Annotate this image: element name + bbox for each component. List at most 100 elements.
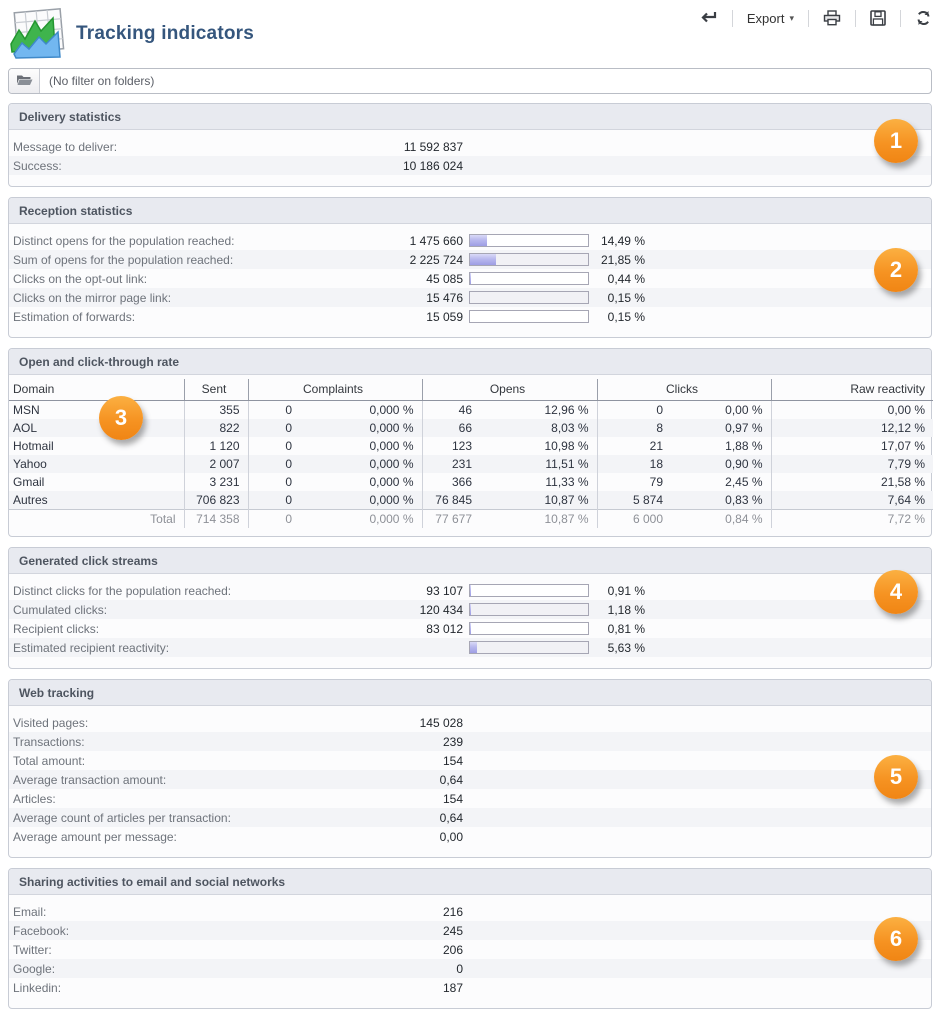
- progress-bar-fill: [470, 642, 477, 653]
- step-badge-6: 6: [874, 917, 918, 961]
- stat-row: Clicks on the opt-out link: 45 085 0,44 …: [9, 269, 931, 288]
- stat-label: Recipient clicks:: [13, 621, 100, 636]
- stat-row: Average count of articles per transactio…: [9, 808, 931, 827]
- section-title: Web tracking: [9, 680, 931, 706]
- toolbar-divider: [731, 9, 733, 27]
- cell-raw: 7,79 %: [770, 455, 934, 473]
- stat-value: 10 186 024: [402, 158, 463, 173]
- cell-opens-pct: 8,03 %: [551, 421, 589, 435]
- stat-percent: 0,15 %: [607, 309, 645, 324]
- table-row: AOL 822 0 0,000 % 66 8,03 % 8 0,97 % 12,…: [9, 419, 934, 437]
- export-button[interactable]: Export ▾: [743, 9, 798, 28]
- cell-clicks: 21: [596, 437, 672, 455]
- stat-value: 45 085: [426, 271, 463, 286]
- masthead: Tracking indicators: [8, 6, 932, 68]
- progress-bar: [469, 234, 589, 247]
- col-opens: Opens: [421, 379, 598, 401]
- stat-value: 239: [442, 734, 463, 749]
- progress-bar-fill: [470, 235, 488, 246]
- cell-raw: 0,00 %: [770, 400, 934, 419]
- stat-value: 2 225 724: [409, 252, 463, 267]
- folder-button[interactable]: [9, 69, 40, 93]
- cell-opens: 77 677: [421, 509, 480, 528]
- cell-sent: 706 823: [183, 491, 248, 510]
- printer-icon: [823, 10, 841, 26]
- print-button[interactable]: [819, 8, 845, 28]
- stat-label: Facebook:: [13, 923, 70, 938]
- cell-sent: 3 231: [183, 473, 248, 491]
- progress-bar: [469, 253, 589, 266]
- col-sent: Sent: [183, 379, 248, 401]
- col-domain: Domain: [9, 379, 184, 401]
- cell-complaints-pct: 0,000 %: [369, 457, 414, 471]
- stat-percent: 0,15 %: [607, 290, 645, 305]
- web-tracking-rows: Visited pages: 145 028 Transactions: 239…: [9, 706, 931, 857]
- folder-filter-bar[interactable]: (No filter on folders): [8, 68, 932, 94]
- cell-opens: 231: [421, 455, 480, 473]
- stat-value: 0: [456, 961, 463, 976]
- cell-sent: 714 358: [183, 509, 248, 528]
- stat-row: Recipient clicks: 83 012 0,81 %: [9, 619, 931, 638]
- cell-opens-pct: 12,96 %: [544, 403, 589, 417]
- cell-opens-pct: 11,51 %: [545, 457, 589, 471]
- stat-row: Distinct opens for the population reache…: [9, 231, 931, 250]
- section-title: Delivery statistics: [9, 104, 931, 130]
- save-button[interactable]: [866, 8, 890, 28]
- stat-label: Clicks on the mirror page link:: [13, 290, 172, 305]
- cell-clicks: 79: [596, 473, 672, 491]
- section-title: Sharing activities to email and social n…: [9, 869, 931, 895]
- cell-complaints: 0: [247, 509, 300, 528]
- cell-complaints: 0: [247, 419, 300, 437]
- stat-percent: 1,18 %: [607, 602, 645, 617]
- progress-bar: [469, 641, 589, 654]
- cell-raw: 7,64 %: [770, 491, 934, 510]
- cell-complaints: 0: [247, 437, 300, 455]
- cell-sent: 2 007: [183, 455, 248, 473]
- progress-bar-fill: [470, 604, 472, 615]
- stat-percent: 5,63 %: [607, 640, 645, 655]
- stat-label: Google:: [13, 961, 56, 976]
- stat-row: Facebook: 245: [9, 921, 931, 940]
- toolbar-divider: [900, 9, 901, 27]
- stat-value: 187: [442, 980, 463, 995]
- stat-label: Distinct opens for the population reache…: [13, 233, 235, 248]
- cell-opens: 66: [421, 419, 480, 437]
- back-button[interactable]: [695, 9, 722, 27]
- stat-label: Visited pages:: [13, 715, 89, 730]
- cell-clicks-pct: 0,83 %: [725, 493, 763, 507]
- stat-row: Visited pages: 145 028: [9, 713, 931, 732]
- cell-opens: 123: [421, 437, 480, 455]
- stat-label: Estimated recipient reactivity:: [13, 640, 170, 655]
- stat-value: 0,00: [439, 829, 463, 844]
- stat-value: 15 476: [426, 290, 463, 305]
- cell-opens-pct: 10,87 %: [480, 509, 598, 528]
- refresh-button[interactable]: [911, 8, 936, 28]
- section-title: Reception statistics: [9, 198, 931, 224]
- toolbar-divider: [808, 9, 809, 27]
- stat-row: Sum of opens for the population reached:…: [9, 250, 931, 269]
- stat-label: Total amount:: [13, 753, 86, 768]
- stat-label: Message to deliver:: [13, 139, 118, 154]
- stat-row: Distinct clicks for the population reach…: [9, 581, 931, 600]
- stat-label: Estimation of forwards:: [13, 309, 136, 324]
- stat-label: Cumulated clicks:: [13, 602, 108, 617]
- cell-domain: MSN: [13, 403, 40, 417]
- stat-value: 154: [442, 753, 463, 768]
- cell-clicks: 6 000: [596, 509, 672, 528]
- table-total-row: Total 714 358 0 0,000 % 77 677 10,87 % 6…: [9, 509, 934, 528]
- cell-complaints-pct: 0,000 %: [300, 509, 422, 528]
- cell-clicks: 0: [596, 400, 672, 419]
- stat-row: Email: 216: [9, 902, 931, 921]
- stat-row: Total amount: 154: [9, 751, 931, 770]
- cell-opens: 76 845: [421, 491, 480, 510]
- stat-row: Estimated recipient reactivity: 5,63 %: [9, 638, 931, 657]
- cell-opens-pct: 10,98 %: [544, 439, 589, 453]
- stat-row: Average amount per message: 0,00: [9, 827, 931, 846]
- domain-table-wrap: Domain Sent Complaints Opens Clicks Raw …: [9, 375, 934, 536]
- progress-bar: [469, 291, 589, 304]
- progress-bar: [469, 584, 589, 597]
- cell-raw: 21,58 %: [770, 473, 934, 491]
- stat-label: Average transaction amount:: [13, 772, 167, 787]
- cell-domain: Yahoo: [13, 457, 47, 471]
- table-header-row: Domain Sent Complaints Opens Clicks Raw …: [9, 379, 934, 401]
